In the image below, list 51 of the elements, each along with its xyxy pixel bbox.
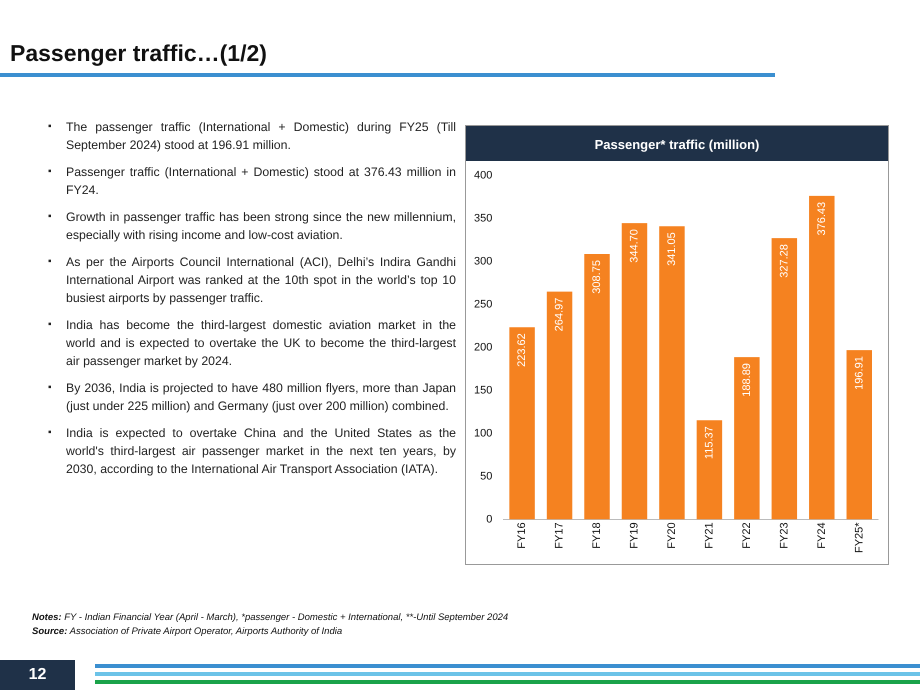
x-tick-label: FY18	[591, 522, 604, 549]
data-label: 223.62	[516, 333, 528, 367]
y-tick-label: 100	[474, 428, 492, 440]
x-tick-label: FY16	[516, 522, 528, 549]
x-tick-label: FY17	[554, 522, 566, 549]
data-label: 341.05	[666, 232, 678, 266]
data-label: 376.43	[816, 202, 828, 236]
y-tick-label: 50	[480, 470, 492, 482]
text: ▪ Passenger traffic (International + Domestic) stood at 376.43 million in FY24.	[48, 165, 456, 197]
bar	[772, 238, 798, 520]
text: ▪ The passenger traffic (International + Domestic) during FY25 (Till September 2024) stood at 196.91 million.	[48, 120, 456, 152]
bar	[846, 350, 872, 520]
y-tick-label: 300	[474, 256, 492, 268]
data-label: 188.89	[740, 363, 753, 397]
text: ▪ By 2036, India is projected to have 480 million flyers, more than Japan (just under 225 million) and Germany (just over 200 million) combined.	[48, 381, 456, 413]
bar	[546, 292, 572, 520]
bar	[659, 226, 685, 520]
bar	[622, 223, 648, 520]
y-tick-label: 250	[474, 298, 492, 311]
x-tick-label: FY23	[778, 522, 790, 549]
x-tick-label: FY22	[740, 522, 753, 549]
bar	[734, 357, 760, 520]
y-tick-label: 0	[486, 513, 492, 526]
source-note: Source: Association of Private Airport Operator, Airports Authority of India	[32, 626, 342, 637]
bar	[584, 254, 610, 520]
text: ▪ Growth in passenger traffic has been strong since the new millennium, especially with rising income and low-cost aviation.	[48, 210, 456, 242]
y-tick-label: 400	[474, 170, 492, 182]
data-label: 115.37	[703, 426, 716, 460]
x-tick-label: FY20	[666, 522, 678, 549]
bar	[509, 327, 535, 520]
text: ▪ India has become the third-largest domestic aviation market in the world and is expected to overtake the UK to become the third-largest air passenger market by 2024.	[48, 318, 456, 368]
y-tick-label: 150	[474, 384, 492, 397]
x-tick-label: FY24	[816, 522, 828, 549]
text: ▪ India is expected to overtake China and the United States as the world's third-largest air passenger market in the next ten years, by 2030, according to the International Air Transport Association (IATA).	[48, 426, 456, 476]
text: Notes: FY - Indian Financial Year (April - March), *passenger - Domestic + International, **-Until September 2024	[32, 612, 508, 623]
bar	[809, 196, 835, 520]
x-tick-label: FY19	[628, 522, 641, 549]
data-label: 327.28	[778, 244, 790, 278]
x-tick-label: FY25*	[853, 522, 866, 554]
data-label: 344.70	[628, 229, 641, 263]
text: 12	[0, 660, 75, 690]
bar	[696, 420, 722, 520]
chart-subtitle: Passenger* traffic (million)	[466, 126, 888, 161]
text: Passenger traffic…(1/2)	[10, 40, 267, 67]
data-label: 264.97	[554, 298, 566, 332]
text: ▪ As per the Airports Council International (ACI), Delhi’s Indira Gandhi International Airport was ranked at the 10th spot in the world’s top 10 busiest airports by passenger traffic.	[48, 255, 456, 305]
data-label: 308.75	[591, 260, 604, 294]
data-label: 196.91	[853, 356, 866, 390]
x-tick-label: FY21	[703, 522, 716, 549]
y-tick-label: 200	[474, 342, 492, 354]
y-tick-label: 350	[474, 212, 492, 225]
